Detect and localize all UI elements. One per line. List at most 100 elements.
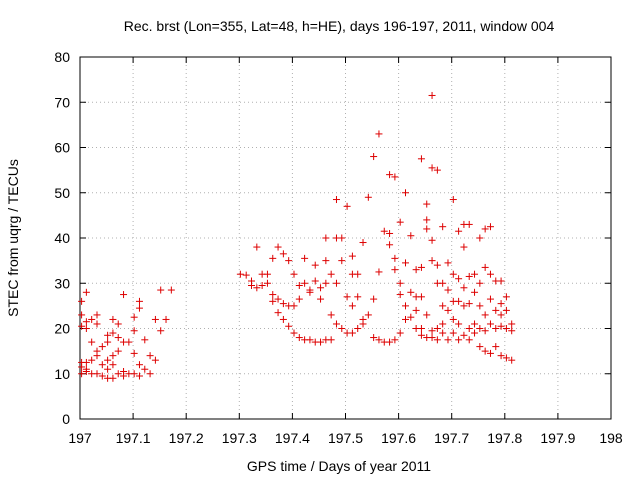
data-point: [236, 270, 244, 278]
y-tick-label: 70: [54, 94, 70, 110]
data-point: [242, 271, 250, 279]
data-point: [481, 347, 489, 355]
data-point: [417, 263, 425, 271]
data-point: [428, 236, 436, 244]
data-point: [109, 329, 117, 337]
data-point: [428, 327, 436, 335]
data-point: [322, 234, 330, 242]
data-point: [354, 325, 362, 332]
data-point: [465, 325, 473, 332]
data-point: [114, 334, 122, 342]
data-point: [439, 320, 447, 328]
data-point: [375, 336, 383, 344]
data-point: [279, 315, 287, 323]
data-point: [338, 325, 346, 332]
data-point: [471, 329, 479, 337]
data-point: [135, 361, 143, 369]
data-point: [412, 266, 420, 274]
x-tick-label: 197.6: [381, 430, 416, 446]
data-point: [391, 336, 399, 344]
data-point: [157, 286, 165, 294]
data-point: [359, 320, 367, 328]
data-point: [497, 311, 505, 319]
data-point: [82, 318, 90, 326]
data-points: [78, 91, 516, 382]
data-point: [460, 284, 468, 292]
data-point: [471, 288, 479, 296]
data-point: [370, 153, 378, 161]
data-point: [290, 270, 298, 278]
data-point: [104, 331, 112, 339]
data-point: [93, 352, 101, 360]
data-point: [93, 370, 101, 378]
data-point: [508, 327, 516, 335]
data-point: [348, 302, 356, 310]
data-point: [370, 334, 378, 342]
axis-ticks: [79, 56, 612, 420]
data-point: [386, 171, 394, 179]
data-point: [135, 372, 143, 380]
data-point: [476, 279, 484, 287]
data-point: [412, 306, 420, 314]
data-point: [135, 297, 143, 305]
data-point: [93, 311, 101, 319]
data-point: [130, 313, 138, 321]
data-point: [348, 329, 356, 337]
data-point: [396, 279, 404, 287]
data-point: [364, 311, 372, 319]
data-point: [380, 227, 388, 235]
data-point: [417, 325, 425, 332]
x-tick-label: 197.1: [116, 430, 151, 446]
y-tick-label: 40: [54, 230, 70, 246]
data-point: [78, 370, 86, 378]
data-point: [82, 367, 90, 375]
data-point: [263, 270, 271, 278]
data-point: [104, 365, 112, 373]
data-point: [295, 334, 303, 342]
data-point: [258, 282, 266, 290]
data-point: [439, 329, 447, 337]
data-point: [167, 286, 175, 294]
data-point: [78, 322, 86, 330]
data-point: [78, 311, 86, 319]
data-point: [317, 338, 325, 346]
data-point: [162, 315, 170, 323]
data-point: [146, 370, 154, 378]
data-point: [439, 223, 447, 231]
data-point: [88, 315, 96, 323]
data-point: [141, 365, 149, 373]
data-point: [114, 370, 122, 378]
data-point: [476, 302, 484, 310]
data-point: [327, 270, 335, 278]
data-point: [497, 300, 505, 308]
data-point: [428, 334, 436, 342]
data-point: [508, 320, 516, 328]
data-point: [444, 306, 452, 314]
data-point: [471, 270, 479, 278]
data-point: [465, 336, 473, 344]
data-point: [104, 356, 112, 364]
data-point: [508, 356, 516, 364]
data-point: [439, 279, 447, 287]
data-point: [486, 349, 494, 357]
data-point: [301, 279, 309, 287]
data-point: [444, 259, 452, 267]
data-point: [82, 325, 90, 332]
data-point: [104, 338, 112, 346]
data-point: [82, 288, 90, 296]
x-tick-label: 197.3: [222, 430, 257, 446]
data-point: [471, 320, 479, 328]
data-point: [481, 263, 489, 271]
data-point: [338, 257, 346, 265]
x-tick-labels: 197 197.1 197.2 197.3 197.4 197.5 197.6 197.7 19…: [68, 430, 623, 446]
data-point: [402, 315, 410, 323]
data-point: [263, 279, 271, 287]
x-axis-label: GPS time / Days of year 2011: [247, 458, 431, 474]
data-point: [120, 372, 128, 380]
data-point: [396, 291, 404, 299]
y-tick-label: 10: [54, 366, 70, 382]
data-point: [274, 243, 282, 251]
data-point: [407, 232, 415, 240]
data-point: [481, 327, 489, 335]
